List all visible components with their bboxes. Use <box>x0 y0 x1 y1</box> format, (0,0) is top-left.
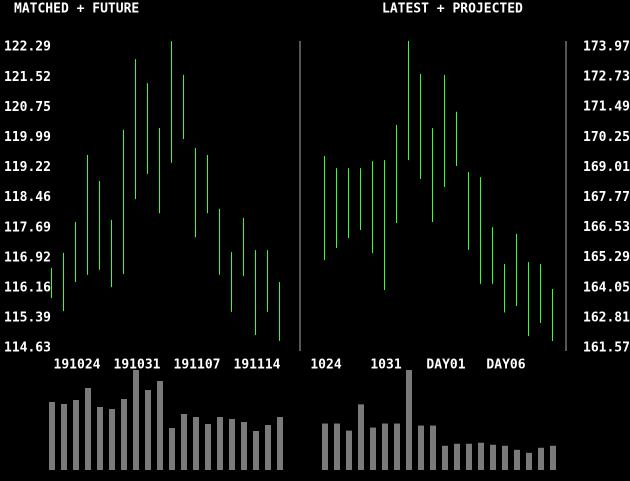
volume-bar <box>454 443 460 470</box>
x-tick-label: 1031 <box>370 358 401 373</box>
volume-bar <box>97 407 103 470</box>
x-tick-label: 191114 <box>234 358 281 373</box>
volume-bar <box>358 404 364 470</box>
volume-bar <box>253 431 259 470</box>
volume-bar <box>442 445 448 470</box>
y-tick-label: 170.25 <box>583 130 630 145</box>
volume-bar <box>133 370 139 470</box>
x-tick-label: 191031 <box>114 358 161 373</box>
y-tick-label: 165.29 <box>583 250 630 265</box>
volume-bar <box>478 442 484 470</box>
volume-bar <box>145 390 151 470</box>
x-tick-label: DAY01 <box>426 358 465 373</box>
y-tick-label: 119.22 <box>4 160 51 175</box>
volume-bar <box>181 414 187 470</box>
volume-bar <box>169 428 175 470</box>
x-tick-label: 191024 <box>54 358 101 373</box>
volume-bar <box>502 445 508 470</box>
y-tick-label: 162.81 <box>583 310 630 325</box>
y-tick-label: 169.01 <box>583 160 630 175</box>
y-tick-label: 167.77 <box>583 190 630 205</box>
volume-bar <box>193 417 199 470</box>
volume-bar <box>205 424 211 470</box>
volume-bar <box>490 444 496 470</box>
volume-bar <box>73 400 79 470</box>
y-tick-label: 119.99 <box>4 130 51 145</box>
x-tick-label: 1024 <box>310 358 341 373</box>
volume-bar <box>394 423 400 470</box>
volume-bar <box>526 452 532 470</box>
volume-bar <box>370 427 376 470</box>
volume-bar <box>406 370 412 470</box>
y-tick-label: 171.49 <box>583 100 630 115</box>
volume-bar <box>418 425 424 470</box>
y-tick-label: 114.63 <box>4 341 51 356</box>
y-tick-label: 121.52 <box>4 70 51 85</box>
y-tick-label: 115.39 <box>4 311 51 326</box>
volume-bar <box>49 402 55 470</box>
y-tick-label: 164.05 <box>583 280 630 295</box>
volume-bar <box>334 423 340 470</box>
volume-bar <box>382 423 388 470</box>
y-tick-label: 173.97 <box>583 40 630 55</box>
y-tick-label: 120.75 <box>4 100 51 115</box>
y-tick-label: 166.53 <box>583 220 630 235</box>
y-tick-label: 117.69 <box>4 220 51 235</box>
volume-bar <box>229 419 235 470</box>
volume-bar <box>514 449 520 470</box>
volume-bar <box>157 381 163 470</box>
volume-bar <box>346 430 352 470</box>
volume-bar <box>61 404 67 470</box>
volume-bar <box>550 445 556 470</box>
volume-bar <box>85 388 91 470</box>
volume-bar <box>241 422 247 470</box>
y-tick-label: 122.29 <box>4 40 51 55</box>
volume-bar <box>322 423 328 470</box>
volume-bar <box>277 417 283 470</box>
volume-bar <box>430 425 436 470</box>
y-tick-label: 161.57 <box>583 341 630 356</box>
y-tick-label: 172.73 <box>583 70 630 85</box>
volume-bar <box>265 425 271 470</box>
panel-title: MATCHED + FUTURE <box>14 2 139 17</box>
volume-bar <box>538 447 544 470</box>
volume-bar <box>109 409 115 470</box>
y-tick-label: 118.46 <box>4 190 51 205</box>
volume-bar <box>217 417 223 470</box>
volume-bar <box>121 399 127 470</box>
y-tick-label: 116.92 <box>4 251 51 266</box>
panel-title: LATEST + PROJECTED <box>382 2 523 17</box>
y-tick-label: 116.16 <box>4 280 51 295</box>
volume-bar <box>466 443 472 470</box>
x-tick-label: DAY06 <box>486 358 525 373</box>
x-tick-label: 191107 <box>174 358 221 373</box>
